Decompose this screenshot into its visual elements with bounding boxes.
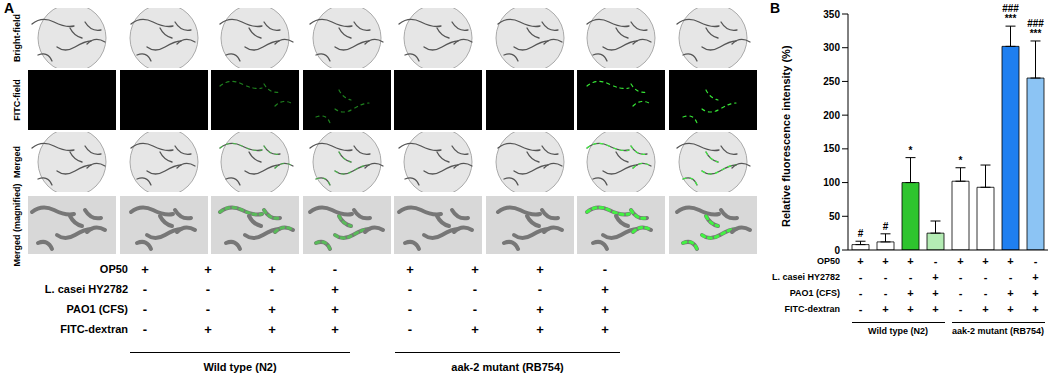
html-text:OP50: OP50	[817, 256, 840, 266]
html-text:OP50: OP50	[99, 263, 128, 275]
svg-text:*: *	[959, 155, 963, 166]
svg-text:150: 150	[823, 143, 840, 154]
svg-text:50: 50	[829, 211, 841, 222]
svg-text:250: 250	[823, 76, 840, 87]
html-text:L. casei HY2782: L. casei HY2782	[772, 272, 840, 282]
html-text:Wild type (N2): Wild type (N2)	[868, 326, 928, 336]
html-text:Merged (magnified): Merged (magnified)	[12, 183, 22, 267]
html-text:FITC-field: FITC-field	[12, 79, 22, 121]
svg-text:200: 200	[823, 110, 840, 121]
html-text:Merged: Merged	[12, 146, 22, 178]
svg-text:Relative fluorescence intensit: Relative fluorescence intensity (%)	[780, 45, 792, 227]
html-text:aak-2 mutant (RB754): aak-2 mutant (RB754)	[952, 326, 1044, 336]
svg-text:350: 350	[823, 9, 840, 20]
svg-text:***: ***	[1005, 13, 1017, 24]
html-text:FITC-dextran: FITC-dextran	[60, 323, 128, 335]
html-text:L. casei HY2782: L. casei HY2782	[44, 283, 128, 295]
svg-text:***: ***	[1030, 28, 1042, 39]
html-text:A: A	[4, 0, 15, 16]
svg-text:#: #	[883, 221, 889, 232]
html-text:PAO1 (CFS): PAO1 (CFS)	[66, 303, 128, 315]
html-text:aak-2 mutant (RB754): aak-2 mutant (RB754)	[451, 361, 564, 373]
svg-text:300: 300	[823, 42, 840, 53]
html-text:B: B	[770, 0, 781, 16]
svg-text:100: 100	[823, 177, 840, 188]
html-text:FITC-dextran: FITC-dextran	[784, 304, 840, 314]
svg-text:*: *	[909, 145, 913, 156]
html-text:Wild type (N2): Wild type (N2)	[203, 361, 277, 373]
html-text:PAO1 (CFS): PAO1 (CFS)	[789, 288, 840, 298]
svg-text:#: #	[858, 228, 864, 239]
svg-text:0: 0	[834, 245, 840, 256]
html-text:Bright-field: Bright-field	[12, 14, 22, 62]
